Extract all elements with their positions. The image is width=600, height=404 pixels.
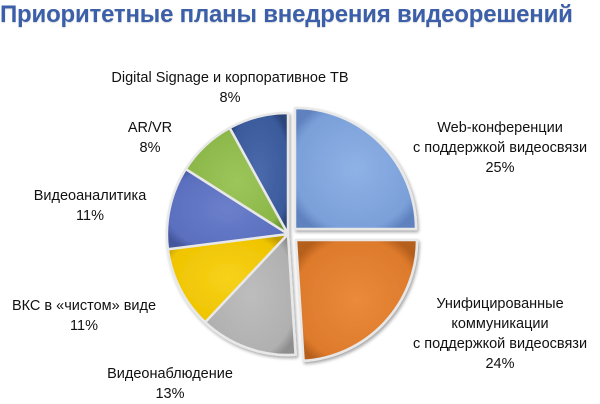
- slice-digital-signage: [228, 111, 290, 236]
- label-text: коммуникации: [451, 316, 549, 332]
- slice-video-surveillance: [203, 232, 297, 357]
- label-video-surveillance: Видеонаблюдение 13%: [90, 364, 250, 404]
- label-percent: 13%: [155, 386, 185, 402]
- label-text: Унифицированные: [436, 296, 564, 312]
- label-text: с поддержкой видеосвязи: [412, 336, 588, 352]
- label-percent: 25%: [485, 160, 515, 176]
- label-pure-vks: ВКС в «чистом» виде 11%: [0, 296, 168, 336]
- label-unified-communications: Унифицированные коммуникации с поддержко…: [400, 294, 600, 374]
- label-text: AR/VR: [127, 120, 173, 136]
- label-percent: 11%: [70, 318, 98, 334]
- slice-unified-communications: [294, 238, 419, 363]
- label-percent: 24%: [485, 356, 515, 372]
- label-ar-vr: AR/VR 8%: [120, 118, 180, 158]
- slice-video-analytics: [165, 167, 290, 251]
- label-percent: 8%: [219, 90, 241, 106]
- chart-title: Приоритетные планы внедрения видеорешени…: [0, 1, 573, 28]
- label-text: Видеоаналитика: [33, 188, 147, 204]
- label-percent: 8%: [139, 140, 161, 156]
- label-text: Digital Signage и корпоративное ТВ: [111, 70, 349, 86]
- slice-pure-vks: [166, 232, 290, 324]
- slice-web-conferencing: [293, 106, 418, 231]
- label-digital-signage: Digital Signage и корпоративное ТВ 8%: [110, 68, 350, 108]
- label-text: Web-конференции: [437, 120, 563, 136]
- label-text: с поддержкой видеосвязи: [412, 140, 588, 156]
- label-web-conferencing: Web-конференции с поддержкой видеосвязи …: [400, 118, 600, 178]
- label-percent: 11%: [76, 208, 104, 224]
- label-text: Видеонаблюдение: [107, 366, 233, 382]
- label-text: ВКС в «чистом» виде: [11, 298, 157, 314]
- label-video-analytics: Видеоаналитика 11%: [20, 186, 160, 226]
